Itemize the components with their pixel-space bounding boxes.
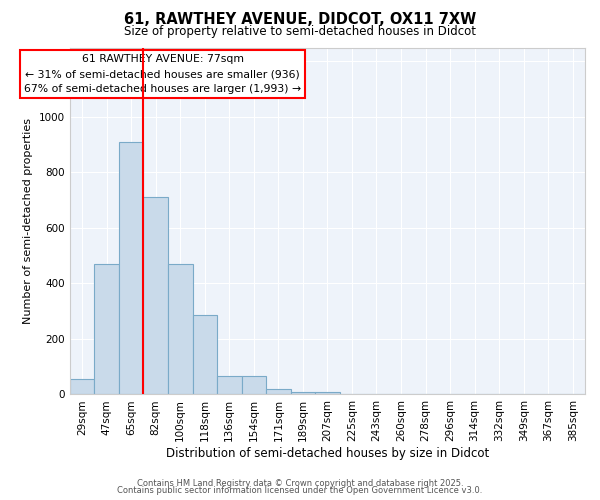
Bar: [193, 316, 217, 394]
Bar: [315, 392, 340, 394]
Bar: [217, 376, 242, 394]
Text: Contains public sector information licensed under the Open Government Licence v3: Contains public sector information licen…: [118, 486, 482, 495]
Text: Contains HM Land Registry data © Crown copyright and database right 2025.: Contains HM Land Registry data © Crown c…: [137, 478, 463, 488]
Bar: [143, 198, 168, 394]
Text: Size of property relative to semi-detached houses in Didcot: Size of property relative to semi-detach…: [124, 25, 476, 38]
Text: 61 RAWTHEY AVENUE: 77sqm
← 31% of semi-detached houses are smaller (936)
67% of : 61 RAWTHEY AVENUE: 77sqm ← 31% of semi-d…: [24, 54, 301, 94]
X-axis label: Distribution of semi-detached houses by size in Didcot: Distribution of semi-detached houses by …: [166, 447, 489, 460]
Bar: [94, 264, 119, 394]
Bar: [266, 389, 290, 394]
Bar: [242, 376, 266, 394]
Bar: [168, 264, 193, 394]
Bar: [290, 392, 315, 394]
Bar: [70, 379, 94, 394]
Text: 61, RAWTHEY AVENUE, DIDCOT, OX11 7XW: 61, RAWTHEY AVENUE, DIDCOT, OX11 7XW: [124, 12, 476, 28]
Y-axis label: Number of semi-detached properties: Number of semi-detached properties: [23, 118, 33, 324]
Bar: [119, 142, 143, 395]
